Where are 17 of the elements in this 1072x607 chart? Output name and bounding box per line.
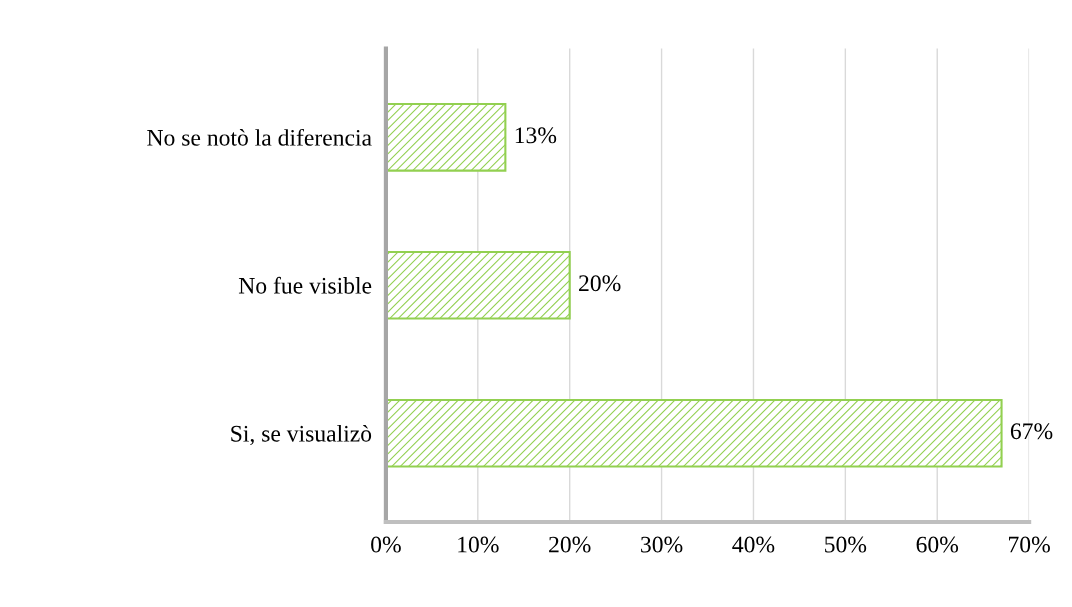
bar bbox=[385, 103, 507, 172]
data-label: 67% bbox=[1010, 423, 1053, 440]
bar bbox=[385, 250, 571, 320]
x-tick-label: 40% bbox=[732, 536, 775, 553]
x-tick-label: 20% bbox=[549, 536, 591, 553]
x-tick-label: 70% bbox=[1009, 536, 1050, 553]
y-tick-label: No se notò la diferencia bbox=[147, 128, 372, 146]
x-tick-label: 0% bbox=[371, 536, 401, 553]
data-label: 20% bbox=[579, 275, 621, 292]
x-tick-label: 10% bbox=[458, 536, 499, 553]
x-tick-label: 30% bbox=[641, 536, 683, 553]
bar bbox=[385, 398, 1003, 468]
data-label: 13% bbox=[515, 127, 557, 144]
y-tick-label: No fue visible bbox=[238, 276, 372, 294]
x-tick-label: 50% bbox=[825, 536, 867, 553]
x-tick-label: 60% bbox=[916, 536, 959, 553]
y-tick-label: Si, se visualizò bbox=[231, 425, 372, 446]
